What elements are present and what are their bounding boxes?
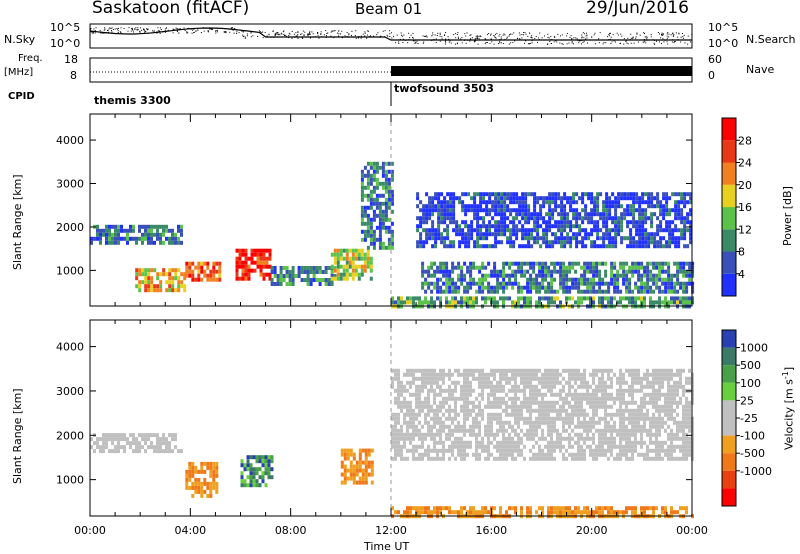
velocity-colorbar-swatch-8 xyxy=(722,470,736,489)
nave-block xyxy=(391,66,692,76)
power-colorbar-swatch-5 xyxy=(722,162,736,185)
x-tick-label-1: 04:00 xyxy=(174,524,206,537)
velocity-cbar-label-0: 1000 xyxy=(740,342,768,355)
velocity-cbar-label-7: -1000 xyxy=(740,465,772,478)
velocity-cbar-label-5: -100 xyxy=(740,430,765,443)
velocity-colorbar-swatch-1 xyxy=(722,347,736,366)
date-title: 29/Jun/2016 xyxy=(586,0,689,18)
velocity-cbar-label-1: 500 xyxy=(740,359,761,372)
x-axis-title: Time UT xyxy=(364,540,410,553)
velocity-panel-ytick-label-2: 3000 xyxy=(56,385,84,398)
power-panel-cells xyxy=(90,161,695,309)
noise-right-top: 10^5 xyxy=(708,21,739,34)
freq-right-top: 60 xyxy=(708,53,722,66)
x-tick-label-4: 16:00 xyxy=(475,524,507,537)
power-colorbar-swatch-2 xyxy=(722,229,736,252)
x-tick-label-6: 00:00 xyxy=(676,524,708,537)
power-cbar-label-4: 20 xyxy=(738,179,752,192)
noise-line xyxy=(89,27,692,41)
power-colorbar-swatch-3 xyxy=(722,207,736,230)
freq-left-top: 18 xyxy=(64,53,78,66)
velocity-colorbar-swatch-6 xyxy=(722,435,736,454)
beam-title: Beam 01 xyxy=(355,0,423,18)
power-cbar-label-6: 28 xyxy=(738,134,752,147)
power-colorbar-swatch-7 xyxy=(722,118,736,141)
noise-right-bottom: 10^0 xyxy=(708,37,739,50)
freq-left-bottom: 8 xyxy=(70,69,77,82)
velocity-panel-ytick-label-1: 2000 xyxy=(56,429,84,442)
power-colorbar-swatch-6 xyxy=(722,140,736,163)
cpid-mode-2: twofsound 3503 xyxy=(394,82,494,95)
velocity-colorbar-swatch-5 xyxy=(722,418,736,436)
power-panel-ytick-label-2: 3000 xyxy=(56,178,84,191)
cpid-mode-1: themis 3300 xyxy=(94,94,171,107)
power-colorbar-swatch-0 xyxy=(722,273,736,297)
freq-right-bottom: 0 xyxy=(708,69,715,82)
velocity-cbar-label-3: 25 xyxy=(740,394,754,407)
power-panel-ytick-label-1: 2000 xyxy=(56,221,84,234)
power-cbar-label-5: 24 xyxy=(738,157,752,170)
nsky-label: N.Sky xyxy=(4,33,36,46)
power-cbar-label-2: 12 xyxy=(738,223,752,236)
velocity-cbar-label-2: 100 xyxy=(740,377,761,390)
noise-left-bottom: 10^0 xyxy=(50,37,81,50)
velocity-cbar-label-4: -25 xyxy=(740,412,758,425)
noise-panel-frame xyxy=(89,23,693,49)
power-cbar-label-3: 16 xyxy=(738,201,752,214)
velocity-colorbar-swatch-0 xyxy=(722,330,736,348)
station-title: Saskatoon (fitACF) xyxy=(92,0,250,18)
noise-left-top: 10^5 xyxy=(50,21,81,34)
velocity-colorbar-swatch-2 xyxy=(722,365,736,383)
velocity-panel-ytick-label-3: 4000 xyxy=(56,341,84,354)
power-panel-ytick-label-3: 4000 xyxy=(56,134,84,147)
power-colorbar-swatch-1 xyxy=(722,251,736,274)
nsearch-label: N.Search xyxy=(746,33,796,46)
velocity-colorbar-swatch-3 xyxy=(722,382,736,401)
x-tick-label-5: 20:00 xyxy=(576,524,608,537)
power-cbar-label-0: 4 xyxy=(738,268,745,281)
power-panel-ytick-label-0: 1000 xyxy=(56,264,84,277)
velocity-panel-cells xyxy=(90,368,694,519)
velocity-colorbar-swatch-7 xyxy=(722,453,736,471)
x-tick-label-3: 12:00 xyxy=(375,524,407,537)
velocity-cbar-label-6: -500 xyxy=(740,447,765,460)
power-cbar-label-1: 8 xyxy=(738,246,745,259)
x-tick-label-2: 08:00 xyxy=(275,524,307,537)
power-colorbar-swatch-4 xyxy=(722,184,736,208)
nave-label: Nave xyxy=(746,63,775,76)
velocity-colorbar-swatch-4 xyxy=(722,400,736,418)
velocity-panel-ytick-label-0: 1000 xyxy=(56,474,84,487)
mhz-label: [MHz] xyxy=(4,67,34,78)
freq-label: Freq. xyxy=(18,53,43,64)
x-tick-label-0: 00:00 xyxy=(74,524,106,537)
cpid-label: CPID xyxy=(8,91,35,102)
velocity-colorbar-swatch-9 xyxy=(722,488,736,506)
